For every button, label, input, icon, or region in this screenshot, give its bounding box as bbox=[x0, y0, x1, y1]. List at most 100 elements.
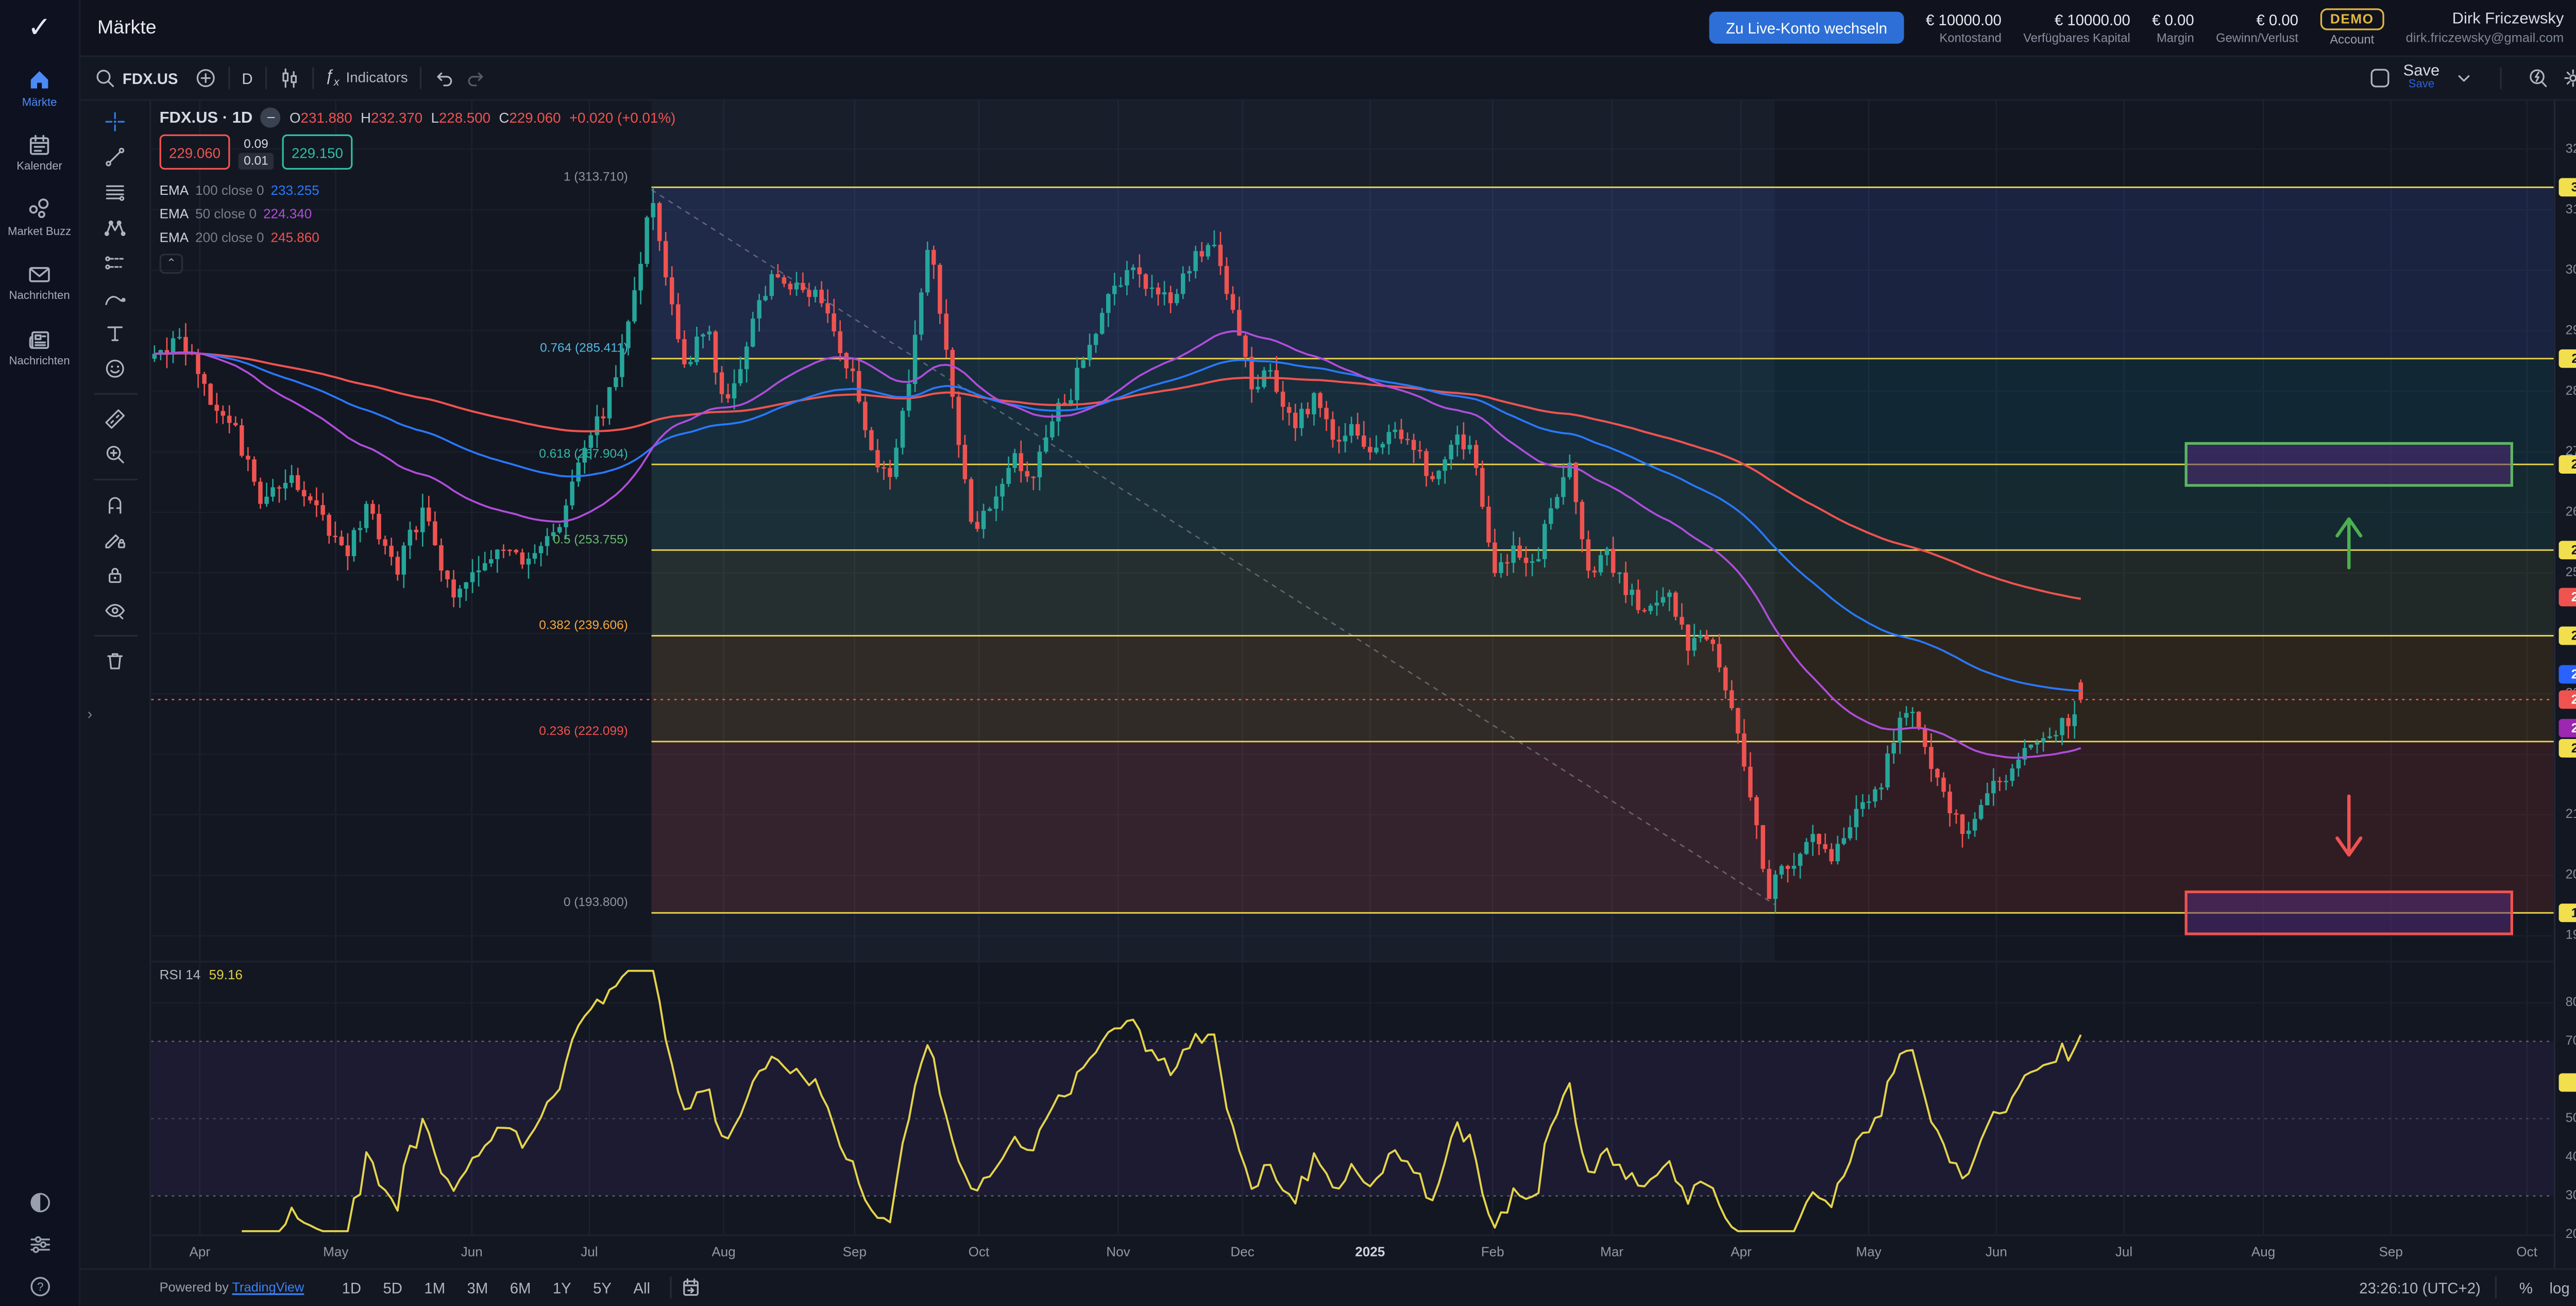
stat-label: Gewinn/Verlust bbox=[2216, 29, 2298, 44]
timeframe-5y[interactable]: 5Y bbox=[582, 1276, 622, 1300]
indicator-legend-ema-200-close-0[interactable]: EMA200 close 0245.860 bbox=[160, 231, 676, 246]
price-axis[interactable]: 320.000310.000300.000290.000280.000270.0… bbox=[2554, 101, 2576, 1268]
news-icon bbox=[27, 327, 52, 352]
magnet-icon[interactable] bbox=[96, 494, 133, 515]
pane-splitter[interactable] bbox=[151, 961, 2554, 962]
layout-panel-icon[interactable] bbox=[2371, 69, 2390, 88]
time-tick-dec: Dec bbox=[1230, 1245, 1254, 1260]
legend-minus-badge[interactable]: – bbox=[261, 108, 281, 128]
lock-drawings-icon[interactable] bbox=[96, 564, 133, 586]
indicator-legend-ema-100-close-0[interactable]: EMA100 close 0233.255 bbox=[160, 183, 676, 198]
crosshair-icon[interactable] bbox=[96, 111, 133, 132]
rsi-tick: 50.00 bbox=[2566, 1112, 2576, 1125]
timeframe-1y[interactable]: 1Y bbox=[542, 1276, 582, 1300]
ohlc-o: O231.880 bbox=[290, 109, 352, 126]
sidebar-item-nachrichten[interactable]: Nachrichten bbox=[0, 262, 80, 305]
quick-search-icon[interactable] bbox=[2527, 67, 2549, 89]
account-stat-gewinn-verlust: € 0.00Gewinn/Verlust bbox=[2216, 11, 2298, 44]
timeframe-3m[interactable]: 3M bbox=[456, 1276, 499, 1300]
interval-button[interactable]: D bbox=[242, 70, 252, 87]
redo-icon[interactable] bbox=[465, 67, 486, 89]
gear-icon[interactable] bbox=[2562, 67, 2576, 89]
trend-line-icon[interactable] bbox=[96, 146, 133, 168]
scale--button[interactable]: % bbox=[2513, 1278, 2539, 1298]
symbol-search-button[interactable]: FDX.US bbox=[94, 67, 178, 89]
legend-symbol[interactable]: FDX.US · 1D bbox=[160, 108, 253, 127]
timeframe-5d[interactable]: 5D bbox=[372, 1276, 413, 1300]
powered-by: Powered by TradingView bbox=[160, 1280, 304, 1295]
time-tick-jun: Jun bbox=[1986, 1245, 2007, 1260]
compare-add-icon[interactable] bbox=[195, 67, 216, 89]
calendar-icon bbox=[27, 132, 52, 157]
text-icon[interactable] bbox=[96, 323, 133, 344]
indicator-name: EMA bbox=[160, 183, 189, 198]
time-tick-jul: Jul bbox=[581, 1245, 598, 1260]
drawing-mode-icon[interactable] bbox=[96, 529, 133, 551]
account-stat-verf-gbares-kapital: € 10000.00Verfügbares Kapital bbox=[2023, 11, 2130, 44]
price-tick: 250.000 bbox=[2566, 566, 2576, 579]
switch-to-live-account-button[interactable]: Zu Live-Konto wechseln bbox=[1709, 12, 1904, 44]
stat-label: Margin bbox=[2157, 29, 2194, 44]
hide-drawings-icon[interactable] bbox=[96, 599, 133, 621]
price-tick: 210.000 bbox=[2566, 808, 2576, 822]
indicator-legend: EMA100 close 0233.255 EMA50 close 0224.34… bbox=[160, 183, 676, 246]
price-label-253-755: 253.755 bbox=[2558, 541, 2576, 559]
help-icon[interactable]: ? bbox=[28, 1274, 52, 1298]
time-axis[interactable]: AprMayJunJulAugSepOctNovDec2025FebMarApr… bbox=[151, 1234, 2576, 1268]
price-tick: 190.000 bbox=[2566, 929, 2576, 943]
clock[interactable]: 23:26:10 (UTC+2) bbox=[2359, 1280, 2481, 1297]
chart-style-icon[interactable] bbox=[278, 67, 299, 89]
undo-icon[interactable] bbox=[433, 67, 455, 89]
save-button[interactable]: Save Save bbox=[2403, 63, 2440, 92]
bottom-right-cluster: 23:26:10 (UTC+2) %logauto bbox=[2359, 1277, 2576, 1299]
indicator-legend-ema-50-close-0[interactable]: EMA50 close 0224.340 bbox=[160, 207, 676, 222]
sidebar-item-market-buzz[interactable]: Market Buzz bbox=[0, 197, 80, 240]
zoom-in-icon[interactable] bbox=[96, 443, 133, 465]
settings-sliders-icon[interactable] bbox=[28, 1232, 52, 1256]
sidebar-item-kalender[interactable]: Kalender bbox=[0, 132, 80, 175]
drawing-toolbar: › bbox=[80, 101, 151, 1268]
toolbar-divider bbox=[228, 67, 230, 89]
time-tick-aug: Aug bbox=[711, 1245, 735, 1260]
timeframe-1m[interactable]: 1M bbox=[413, 1276, 456, 1300]
ohlc-change: +0.020 (+0.01%) bbox=[569, 109, 675, 126]
rsi-tick: 20.00 bbox=[2566, 1228, 2576, 1241]
app-logo-icon[interactable]: ✓ bbox=[0, 0, 79, 57]
toolbar-divider bbox=[2500, 67, 2502, 89]
ruler-icon[interactable] bbox=[96, 408, 133, 430]
xabcd-pattern-icon[interactable] bbox=[96, 216, 133, 238]
time-tick-oct: Oct bbox=[969, 1245, 990, 1260]
timeframe-all[interactable]: All bbox=[622, 1276, 661, 1300]
parallel-channel-icon[interactable] bbox=[96, 181, 133, 203]
sidebar-item-m-rkte[interactable]: Märkte bbox=[0, 67, 80, 110]
rsi-chart[interactable] bbox=[151, 961, 2554, 1234]
buy-button[interactable]: 229.150 bbox=[282, 135, 352, 170]
scale-log-button[interactable]: log bbox=[2543, 1278, 2576, 1298]
chart-toolbar: FDX.US D ƒx Indicators Save Save bbox=[80, 57, 2576, 101]
rsi-legend[interactable]: RSI 14 59.16 bbox=[160, 967, 243, 982]
scale-buttons: %logauto bbox=[2513, 1278, 2576, 1298]
drawing-toolbar-collapse-handle[interactable]: › bbox=[87, 706, 92, 723]
emoji-icon[interactable] bbox=[96, 358, 133, 379]
indicators-button[interactable]: ƒx Indicators bbox=[325, 68, 408, 89]
timeframe-list: 1D5D1M3M6M1Y5YAll bbox=[331, 1276, 661, 1300]
sidebar-bottom: ? bbox=[0, 1190, 80, 1298]
brush-icon[interactable] bbox=[96, 287, 133, 309]
long-short-position-icon[interactable] bbox=[96, 252, 133, 274]
sell-button[interactable]: 229.060 bbox=[160, 135, 230, 170]
legend-collapse-button[interactable]: ⌃ bbox=[160, 254, 183, 274]
timeframe-1d[interactable]: 1D bbox=[331, 1276, 372, 1300]
ohlc-c: C229.060 bbox=[499, 109, 561, 126]
tradingview-link[interactable]: TradingView bbox=[232, 1280, 304, 1295]
time-tick-2025: 2025 bbox=[1355, 1245, 1385, 1260]
goto-date-icon[interactable] bbox=[680, 1277, 701, 1299]
remove-drawings-icon[interactable] bbox=[96, 650, 133, 672]
price-tick: 300.000 bbox=[2566, 263, 2576, 277]
timeframe-6m[interactable]: 6M bbox=[499, 1276, 542, 1300]
indicators-label: Indicators bbox=[346, 70, 408, 87]
chevron-down-icon[interactable] bbox=[2453, 67, 2475, 89]
time-tick-nov: Nov bbox=[1106, 1245, 1130, 1260]
user-info: Dirk Friczewsky dirk.friczewsky@gmail.co… bbox=[2406, 10, 2564, 45]
sidebar-item-nachrichten-2[interactable]: Nachrichten bbox=[0, 327, 80, 370]
theme-toggle-icon[interactable] bbox=[28, 1190, 52, 1214]
